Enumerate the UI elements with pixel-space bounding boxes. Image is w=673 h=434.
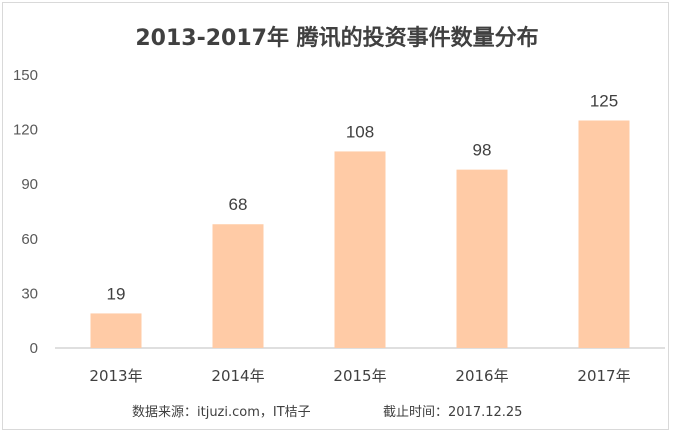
y-tick-label: 0: [30, 340, 38, 357]
x-tick-label: 2016年: [455, 367, 508, 385]
x-tick-label: 2017年: [577, 367, 630, 385]
bar: [90, 313, 142, 348]
y-axis: 0 30 60 90 120 150: [13, 67, 38, 357]
bar-data-label: 108: [346, 122, 374, 141]
bar-data-label: 68: [229, 195, 248, 214]
bar: [334, 151, 386, 348]
y-tick-label: 120: [13, 122, 38, 139]
bar-data-label: 125: [590, 92, 618, 111]
bar-data-label: 19: [107, 284, 126, 303]
y-tick-label: 90: [21, 176, 38, 193]
x-tick-label: 2015年: [333, 367, 386, 385]
cutoff-note: 截止时间：2017.12.25: [383, 405, 522, 420]
y-tick-label: 60: [21, 231, 38, 248]
bar-data-label: 98: [473, 141, 492, 160]
y-tick-label: 30: [21, 285, 38, 302]
x-tick-label: 2014年: [211, 367, 264, 385]
bars: 19 68 108 98 125: [90, 92, 630, 348]
x-tick-label: 2013年: [89, 367, 142, 385]
bar: [212, 224, 264, 348]
chart-title: 2013-2017年 腾讯的投资事件数量分布: [135, 25, 538, 51]
bar: [578, 120, 630, 348]
x-axis: 2013年 2014年 2015年 2016年 2017年: [89, 367, 630, 385]
source-note: 数据来源：itjuzi.com，IT桔子: [132, 405, 311, 420]
bar: [456, 169, 508, 348]
y-tick-label: 150: [13, 67, 38, 84]
